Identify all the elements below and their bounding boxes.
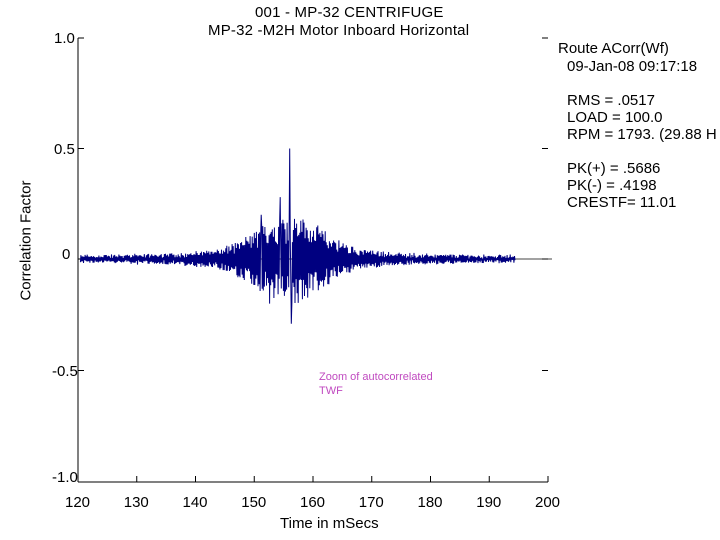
y-tick-label: 1.0 [54, 30, 75, 47]
tick-marks [77, 37, 549, 483]
chart-subtitle: MP-32 -M2H Motor Inboard Horizontal [208, 22, 470, 39]
chart-title: 001 - MP-32 CENTRIFUGE [255, 4, 444, 21]
y-tick-label: -1.0 [52, 469, 78, 486]
y-tick-label: -0.5 [52, 362, 78, 380]
x-axis-label: Time in mSecs [280, 515, 379, 532]
x-tick-label: 160 [300, 494, 326, 511]
load-value: LOAD = 100.0 [567, 109, 663, 126]
pk-positive-value: PK(+) = .5686 [567, 160, 661, 177]
y-tick-label: 0.5 [54, 140, 75, 158]
series-line [79, 148, 516, 324]
x-tick-label: 130 [123, 494, 149, 511]
annotation-line-2: TWF [319, 385, 343, 397]
pk-negative-value: PK(-) = .4198 [567, 177, 657, 194]
x-tick-label: 180 [417, 494, 443, 511]
rpm-value: RPM = 1793. (29.88 H [567, 126, 717, 143]
y-tick-label: 0 [62, 246, 71, 263]
annotation-line-1: Zoom of autocorrelated [319, 371, 433, 383]
rms-value: RMS = .0517 [567, 92, 655, 109]
x-tick-label: 140 [182, 494, 208, 511]
y-axis-label: Correlation Factor [17, 180, 35, 301]
datetime-label: 09-Jan-08 09:17:18 [567, 58, 698, 75]
x-tick-label: 120 [65, 494, 91, 511]
crest-factor-value: CRESTF= 11.01 [567, 194, 677, 211]
route-label: Route ACorr(Wf) [558, 40, 669, 57]
x-tick-label: 170 [358, 494, 384, 511]
x-tick-label: 190 [476, 494, 502, 511]
x-tick-label: 200 [535, 494, 561, 511]
x-tick-label: 150 [241, 494, 267, 511]
